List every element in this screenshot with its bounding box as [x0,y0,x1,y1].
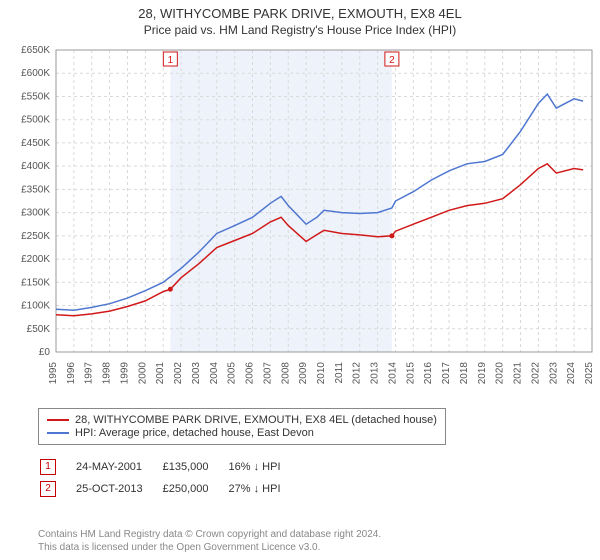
sale-delta: 16% ↓ HPI [229,457,299,477]
svg-text:1996: 1996 [66,362,77,385]
sub-title: Price paid vs. HM Land Registry's House … [0,23,600,37]
svg-text:2013: 2013 [370,362,381,385]
svg-text:1: 1 [168,55,174,66]
svg-text:2014: 2014 [387,362,398,385]
sale-row: 2 25-OCT-2013 £250,000 27% ↓ HPI [40,479,299,499]
svg-text:£250K: £250K [21,231,50,242]
svg-text:2001: 2001 [155,362,166,385]
svg-text:£350K: £350K [21,184,50,195]
svg-text:2020: 2020 [495,362,506,385]
footer-line: This data is licensed under the Open Gov… [38,541,381,554]
sale-date: 24-MAY-2001 [76,457,161,477]
sales-table: 1 24-MAY-2001 £135,000 16% ↓ HPI 2 25-OC… [38,455,301,501]
svg-text:2002: 2002 [173,362,184,385]
svg-text:£150K: £150K [21,277,50,288]
svg-text:2003: 2003 [191,362,202,385]
sale-delta: 27% ↓ HPI [229,479,299,499]
svg-text:2025: 2025 [584,362,595,385]
svg-text:1998: 1998 [102,362,113,385]
svg-text:£100K: £100K [21,301,50,312]
title-block: 28, WITHYCOMBE PARK DRIVE, EXMOUTH, EX8 … [0,0,600,37]
svg-text:1999: 1999 [119,362,130,385]
svg-text:2017: 2017 [441,362,452,385]
svg-text:2016: 2016 [423,362,434,385]
sale-date: 25-OCT-2013 [76,479,161,499]
legend-swatch [47,419,69,421]
svg-text:2024: 2024 [566,362,577,385]
legend-label: 28, WITHYCOMBE PARK DRIVE, EXMOUTH, EX8 … [75,414,437,426]
svg-text:1995: 1995 [48,362,59,385]
svg-text:2: 2 [389,55,395,66]
legend-row: HPI: Average price, detached house, East… [47,427,437,439]
svg-text:£450K: £450K [21,138,50,149]
svg-text:£300K: £300K [21,208,50,219]
svg-text:£50K: £50K [27,324,51,335]
sale-marker-badge: 2 [40,481,56,497]
svg-text:2012: 2012 [352,362,363,385]
sale-price: £135,000 [163,457,227,477]
svg-text:£600K: £600K [21,68,50,79]
legend-swatch [47,432,69,434]
legend-row: 28, WITHYCOMBE PARK DRIVE, EXMOUTH, EX8 … [47,414,437,426]
svg-text:2021: 2021 [513,362,524,385]
svg-text:£550K: £550K [21,91,50,102]
price-chart: £0 £50K £100K £150K £200K £250K £300K £350K £400… [0,42,600,402]
sale-price: £250,000 [163,479,227,499]
svg-text:£0: £0 [39,347,51,358]
svg-text:2009: 2009 [298,362,309,385]
svg-text:1997: 1997 [84,362,95,385]
svg-text:2023: 2023 [548,362,559,385]
svg-text:2008: 2008 [280,362,291,385]
svg-text:2019: 2019 [477,362,488,385]
svg-text:£400K: £400K [21,161,50,172]
sale-marker-badge: 1 [40,459,56,475]
svg-text:2011: 2011 [334,362,345,384]
svg-text:2010: 2010 [316,362,327,385]
svg-text:£200K: £200K [21,254,50,265]
footer-line: Contains HM Land Registry data © Crown c… [38,528,381,541]
legend: 28, WITHYCOMBE PARK DRIVE, EXMOUTH, EX8 … [38,408,446,445]
svg-text:2005: 2005 [227,362,238,385]
svg-text:2006: 2006 [245,362,256,385]
svg-text:£650K: £650K [21,45,50,56]
legend-label: HPI: Average price, detached house, East… [75,427,314,439]
svg-text:2004: 2004 [209,362,220,385]
svg-text:£500K: £500K [21,115,50,126]
footer: Contains HM Land Registry data © Crown c… [38,528,381,554]
svg-text:2007: 2007 [262,362,273,385]
svg-text:2000: 2000 [137,362,148,385]
main-title: 28, WITHYCOMBE PARK DRIVE, EXMOUTH, EX8 … [0,6,600,21]
svg-text:2022: 2022 [530,362,541,385]
svg-text:2018: 2018 [459,362,470,385]
sale-row: 1 24-MAY-2001 £135,000 16% ↓ HPI [40,457,299,477]
svg-text:2015: 2015 [405,362,416,385]
